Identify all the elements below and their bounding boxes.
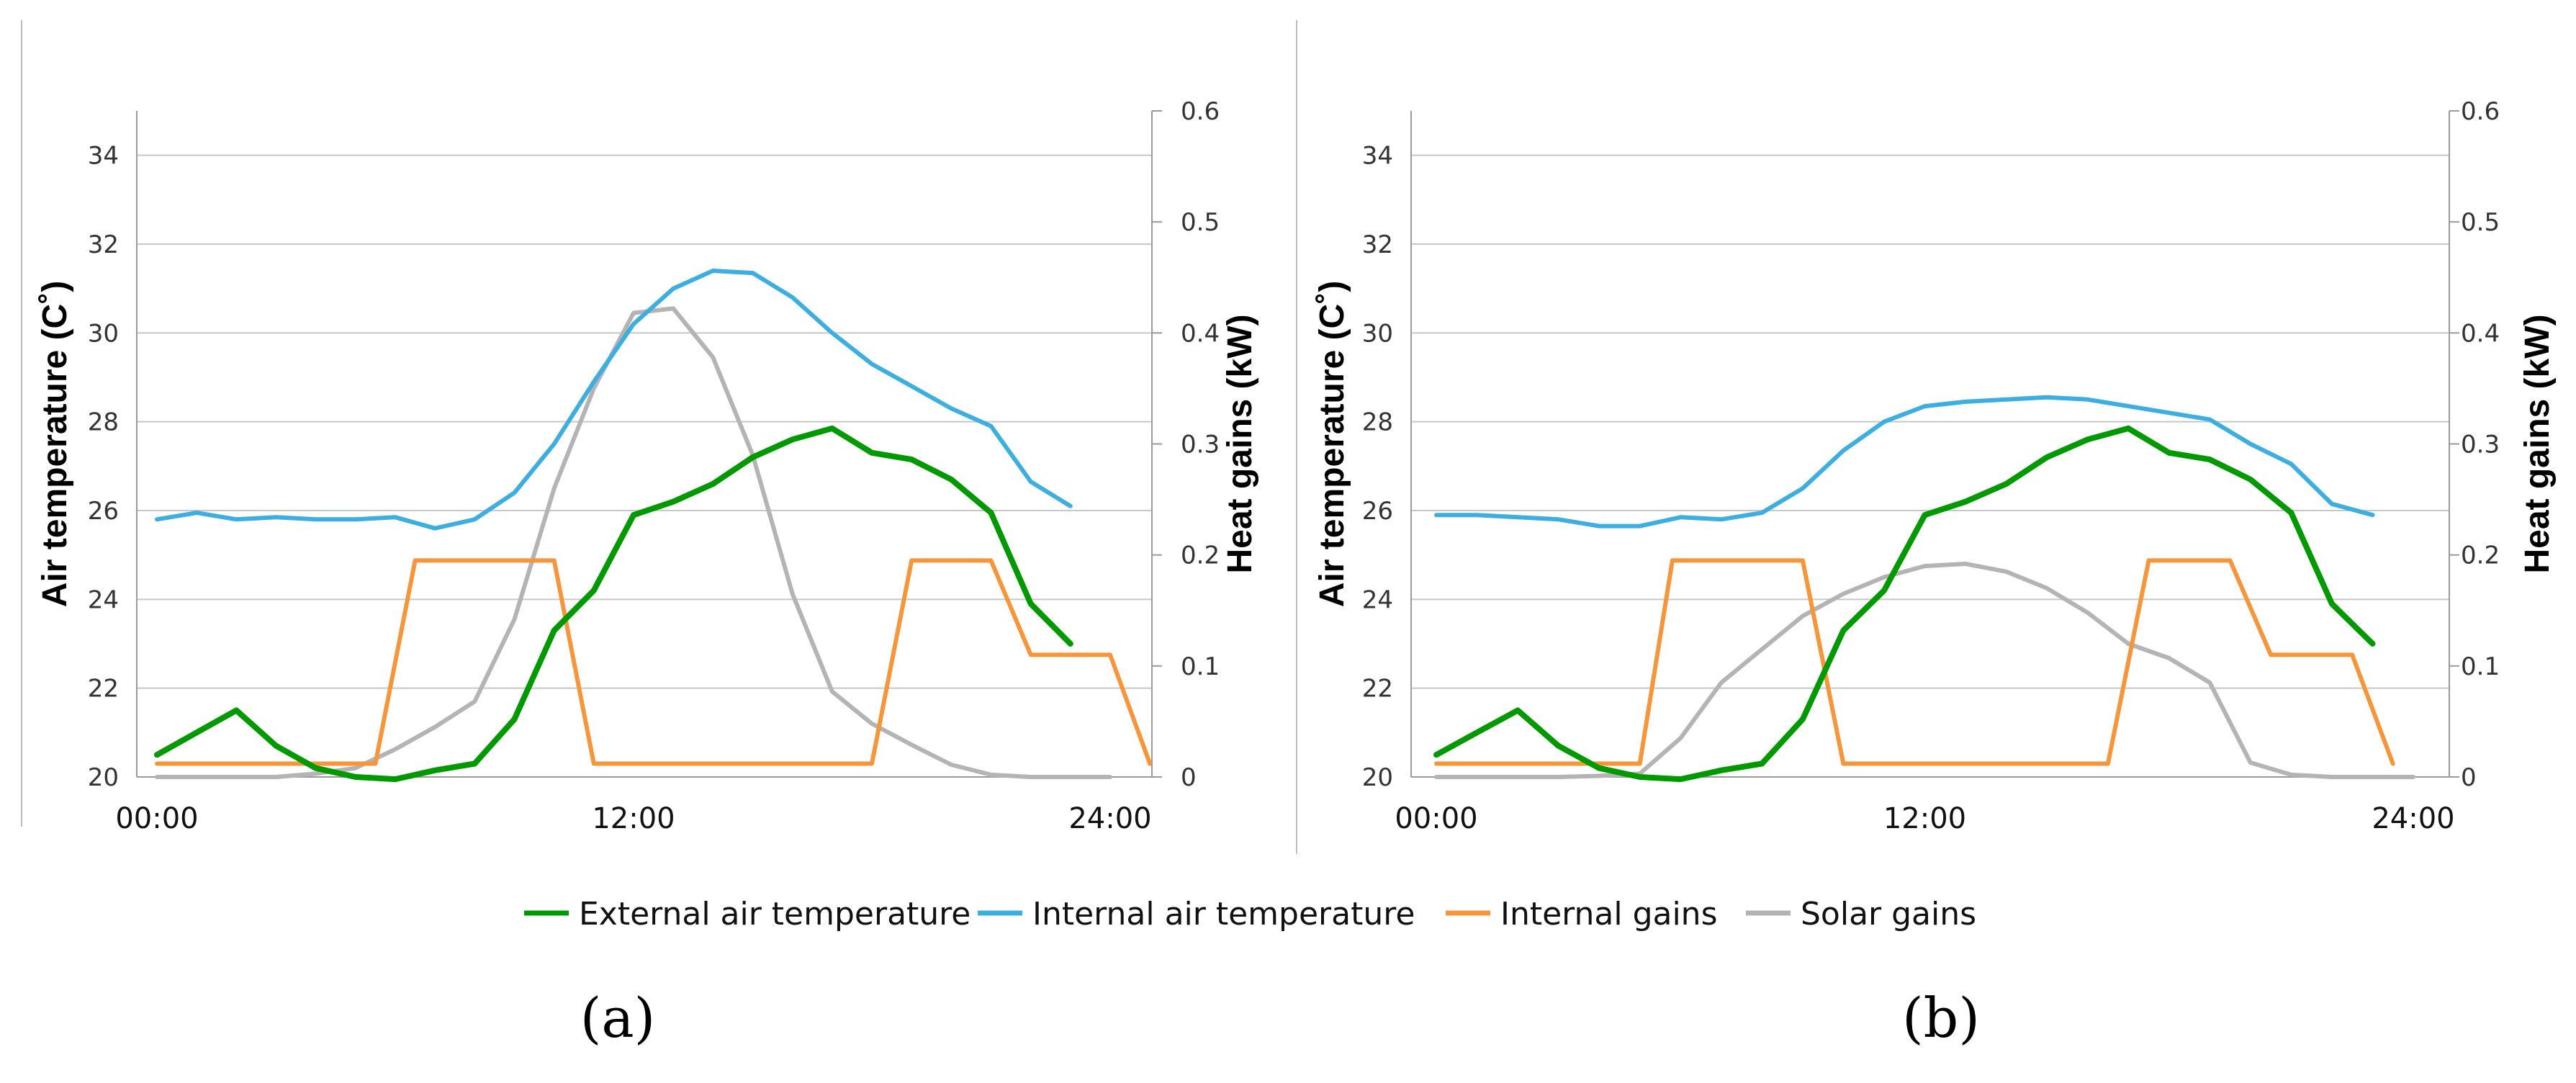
x-tick-label: 00:00 xyxy=(1395,802,1477,835)
y-tick-right: 0.5 xyxy=(1181,208,1220,237)
y-tick-left: 28 xyxy=(1362,408,1393,437)
legend-label-external: External air temperature xyxy=(579,896,970,933)
y-tick-left: 32 xyxy=(1362,230,1393,259)
series-line-external xyxy=(154,425,1073,783)
y-axis-left-title: Air temperature (C˚) xyxy=(1313,281,1351,607)
y-tick-right: 0.2 xyxy=(2461,542,2500,570)
series-line-internal-temp xyxy=(155,269,1073,531)
y-tick-left: 22 xyxy=(1362,675,1393,704)
y-tick-right: 0 xyxy=(1181,763,1197,792)
x-tick-label: 00:00 xyxy=(115,802,198,835)
y-tick-right: 0.5 xyxy=(2461,208,2500,237)
y-axis-right-title: Heat gains (kW) xyxy=(2518,314,2557,573)
x-tick-label: 24:00 xyxy=(2372,802,2454,835)
y-tick-right: 0.3 xyxy=(1181,431,1220,459)
y-tick-right: 0.2 xyxy=(1181,542,1220,570)
legend-label-solar: Solar gains xyxy=(1801,896,1976,933)
y-tick-right: 0.1 xyxy=(1181,652,1220,681)
y-tick-left: 26 xyxy=(1362,497,1393,526)
y-tick-left: 30 xyxy=(1362,319,1393,348)
series-line-internal-gains xyxy=(155,558,1153,766)
y-tick-right: 0.4 xyxy=(1181,319,1220,348)
chart-panel-a: 20 22 24 26 28 30 32 34 0 0.1 0.2 0.3 0.4 0.5 0.6 00:00… xyxy=(36,97,1259,1050)
x-tick-label: 12:00 xyxy=(592,802,675,835)
y-tick-right: 0 xyxy=(2461,763,2477,792)
y-tick-right: 0.6 xyxy=(2461,97,2500,126)
y-tick-left: 30 xyxy=(88,319,119,348)
y-tick-left: 28 xyxy=(88,408,119,437)
y-tick-right: 0.6 xyxy=(1181,97,1220,126)
y-tick-left: 26 xyxy=(88,497,119,526)
panel-label: (b) xyxy=(1902,986,1980,1050)
y-tick-left: 34 xyxy=(1362,142,1393,171)
x-tick-label: 24:00 xyxy=(1068,802,1151,835)
series-line-solar xyxy=(1434,562,2415,779)
series-line-solar xyxy=(155,306,1112,779)
y-tick-right: 0.4 xyxy=(2461,319,2500,348)
chart-panel-b: 20 22 24 26 28 30 32 34 0 0.1 0.2 0.3 0.4 0.5 0.6 00:00… xyxy=(1313,97,2557,1050)
legend-label-internal-gains: Internal gains xyxy=(1500,896,1718,933)
y-tick-left: 34 xyxy=(88,142,119,171)
y-axis-left-title: Air temperature (C˚) xyxy=(36,281,74,607)
series-line-internal-temp xyxy=(1434,395,2375,529)
y-tick-left: 24 xyxy=(88,585,119,614)
series-line-external xyxy=(1433,425,2376,783)
y-tick-right: 0.1 xyxy=(2461,652,2500,681)
x-tick-label: 12:00 xyxy=(1883,802,1966,835)
y-tick-left: 32 xyxy=(88,230,119,259)
y-tick-left: 20 xyxy=(1362,763,1393,792)
y-tick-left: 22 xyxy=(88,675,119,704)
legend: External air temperature Internal air tem… xyxy=(524,896,1976,933)
y-axis-right-title: Heat gains (kW) xyxy=(1221,314,1259,573)
y-tick-right: 0.3 xyxy=(2461,431,2500,459)
y-tick-left: 20 xyxy=(88,763,119,792)
series-line-internal-gains xyxy=(1434,558,2395,766)
y-tick-left: 24 xyxy=(1362,585,1393,614)
legend-label-internal-temp: Internal air temperature xyxy=(1032,896,1415,933)
panel-label: (a) xyxy=(580,986,656,1050)
